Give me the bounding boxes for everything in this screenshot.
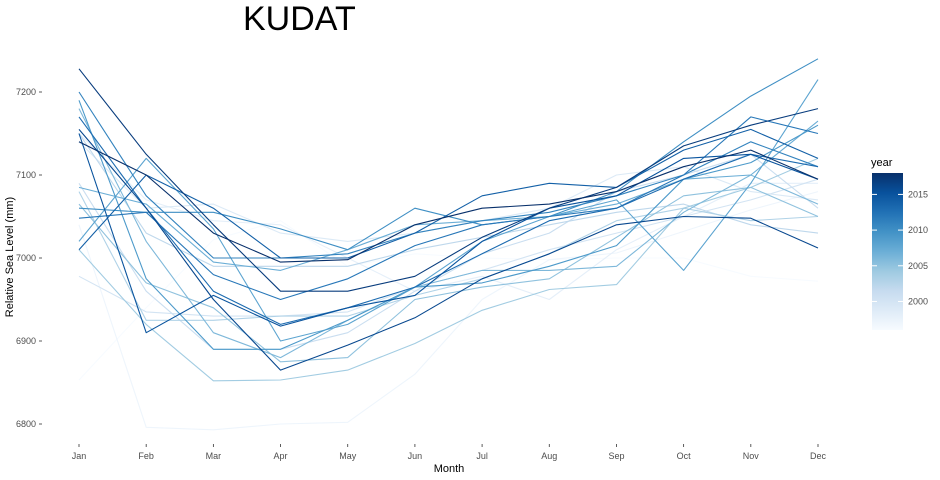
legend-colorbar: [872, 173, 903, 330]
x-tick-label: Nov: [743, 451, 760, 461]
x-tick-label: Jul: [476, 451, 488, 461]
series-line-2012: [78, 116, 819, 301]
series-line-1996: [78, 220, 819, 381]
x-axis-title: Month: [434, 463, 465, 475]
series-line-2014: [78, 128, 819, 259]
y-tick-label: 7000: [16, 253, 36, 263]
series-line-2018: [78, 141, 819, 263]
series-line-2005: [78, 186, 819, 363]
series-lines: [78, 58, 819, 431]
x-tick-label: Apr: [274, 451, 288, 461]
legend-tick-label: 2005: [908, 261, 928, 271]
series-line-2008: [78, 79, 819, 342]
series-line-2006: [78, 108, 819, 359]
series-line-2009: [78, 100, 819, 350]
x-tick-label: Oct: [677, 451, 692, 461]
series-line-2015: [78, 133, 819, 334]
series-line-2016: [78, 129, 819, 371]
series-line-2011: [78, 91, 819, 259]
x-tick-label: Sep: [608, 451, 624, 461]
x-tick-label: Mar: [206, 451, 222, 461]
x-tick-label: Jun: [408, 451, 423, 461]
x-tick-label: May: [339, 451, 357, 461]
series-line-2013: [78, 116, 819, 325]
legend-tick-label: 2015: [908, 189, 928, 199]
series-line-1997: [78, 191, 819, 431]
series-line-2003: [78, 191, 819, 321]
x-axis: Jan Feb Mar Apr May Jun Jul Aug Sep Oct Nov Dec: [72, 444, 827, 461]
legend: year 2000 2005 2010 2015: [871, 157, 928, 330]
y-tick-label: 7100: [16, 170, 36, 180]
legend-ticks: 2000 2005 2010 2015: [872, 189, 928, 306]
chart-title: KUDAT: [243, 0, 356, 38]
x-tick-label: Dec: [810, 451, 827, 461]
legend-tick-label: 2000: [908, 296, 928, 306]
series-line-2001: [78, 153, 819, 350]
series-line-2002: [78, 133, 819, 267]
y-tick-label: 6900: [16, 336, 36, 346]
legend-title: year: [871, 157, 893, 169]
y-axis: 6800 6900 7000 7100 7200: [16, 87, 42, 429]
x-tick-label: Jan: [72, 451, 87, 461]
series-line-2017: [78, 68, 819, 292]
x-tick-label: Aug: [541, 451, 557, 461]
y-axis-title: Relative Sea Level (mm): [4, 197, 16, 317]
x-tick-label: Feb: [138, 451, 154, 461]
series-line-2004: [78, 157, 819, 382]
y-tick-label: 6800: [16, 419, 36, 429]
legend-tick-label: 2010: [908, 225, 928, 235]
series-line-2007: [78, 120, 819, 271]
y-tick-label: 7200: [16, 87, 36, 97]
